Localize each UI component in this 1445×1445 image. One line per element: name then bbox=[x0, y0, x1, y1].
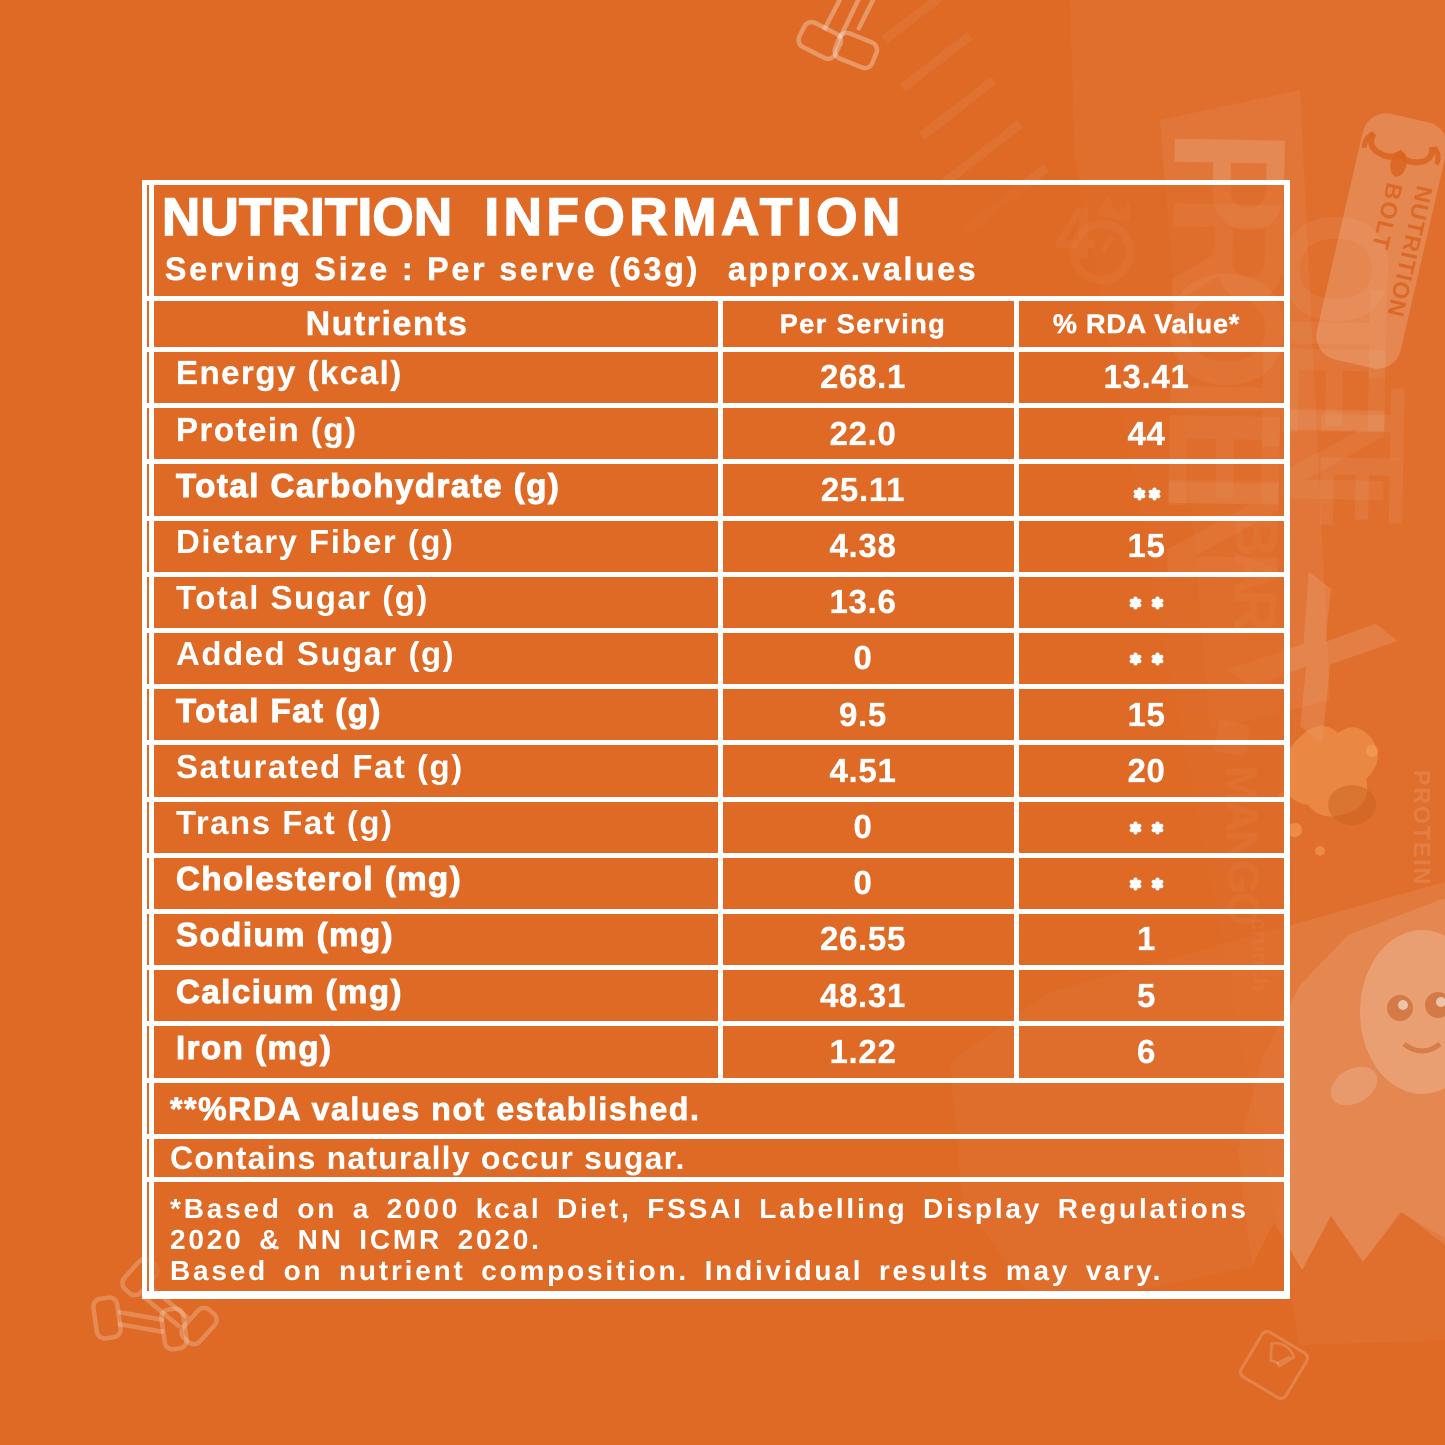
svg-text:PROTEIN: PROTEIN bbox=[1409, 770, 1435, 886]
svg-text:TE: TE bbox=[1294, 386, 1430, 528]
